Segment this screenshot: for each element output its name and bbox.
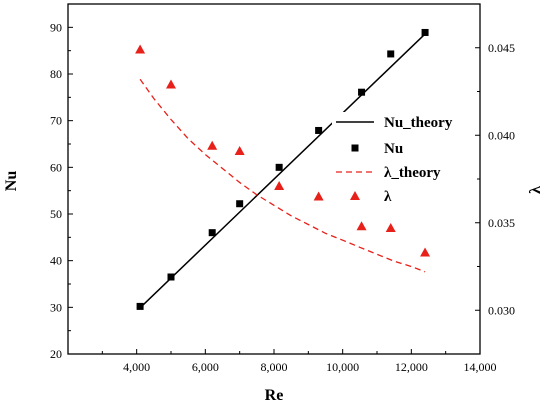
y-left-tick-label: 30 — [50, 300, 62, 314]
y-right-tick-label: 0.045 — [488, 41, 515, 55]
data-point-λ — [313, 191, 324, 201]
y-right-tick-label: 0.040 — [488, 128, 515, 142]
data-point-λ — [234, 146, 245, 155]
y-left-tick-label: 60 — [50, 160, 62, 174]
data-point-Nu — [167, 273, 175, 281]
legend-label-λ: λ — [384, 189, 392, 205]
ticks: 4,000 6,000 8,000 10,000 12,000 14,000 20 30 40 5… — [50, 3, 515, 374]
data-point-λ — [420, 247, 431, 257]
x-tick-label: 14,000 — [464, 360, 497, 374]
series-line-λ_theory — [139, 78, 426, 273]
legend-label-Nu_theory: Nu_theory — [384, 115, 453, 131]
x-tick-label: 6,000 — [192, 360, 219, 374]
y-right-tick-label: 0.035 — [488, 216, 515, 230]
data-point-λ — [166, 79, 176, 89]
data-point-Nu — [421, 28, 429, 36]
y-left-tick-label: 50 — [50, 207, 62, 221]
legend: Nu_theory Nu λ_theory λ — [332, 112, 470, 208]
y-left-tick-label: 90 — [50, 20, 62, 34]
data-point-Nu — [275, 163, 283, 171]
x-tick-label: 4,000 — [123, 360, 150, 374]
series — [135, 28, 431, 310]
y-right-tick-label: 0.030 — [488, 303, 515, 317]
x-tick-label: 8,000 — [261, 360, 288, 374]
data-point-λ — [274, 181, 285, 190]
data-point-λ — [207, 140, 218, 150]
data-point-λ — [135, 44, 146, 54]
data-point-λ — [385, 223, 396, 232]
series-line-Nu_theory — [139, 33, 426, 309]
data-point-Nu — [236, 200, 244, 208]
x-tick-label: 12,000 — [395, 360, 428, 374]
data-point-Nu — [315, 126, 323, 134]
data-point-λ — [356, 221, 367, 231]
y-left-tick-label: 70 — [50, 114, 62, 128]
data-point-Nu — [136, 302, 144, 310]
legend-label-λ_theory: λ_theory — [384, 165, 441, 181]
data-point-Nu — [208, 229, 216, 237]
x-axis-title: Re — [265, 387, 284, 404]
y-left-tick-label: 20 — [50, 347, 62, 361]
data-point-Nu — [387, 50, 395, 58]
y-axis-right-title: λ — [527, 186, 544, 194]
legend-label-Nu: Nu — [384, 141, 403, 157]
legend-swatch-λ — [350, 191, 360, 200]
data-point-Nu — [358, 88, 366, 96]
y-left-tick-label: 80 — [50, 67, 62, 81]
y-left-tick-label: 40 — [50, 254, 62, 268]
x-tick-label: 10,000 — [326, 360, 359, 374]
legend-swatch-Nu — [351, 144, 359, 152]
y-axis-left-title: Nu — [3, 171, 20, 192]
